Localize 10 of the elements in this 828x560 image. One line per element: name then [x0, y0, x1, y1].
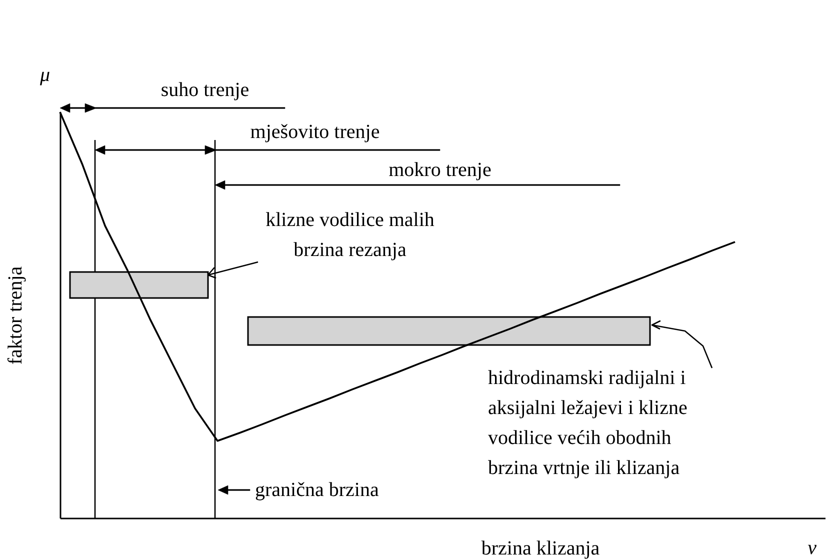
annotation: hidrodinamski radijalni i aksijalni ležajevi i klizne vodilice većih obodnih brzina vrtnje ili klizanja [488, 367, 688, 479]
annotation: granična brzina [255, 479, 379, 501]
x-axis-title: brzina klizanja [481, 538, 600, 560]
text: v [808, 537, 817, 559]
text: μ [38, 64, 50, 86]
text: suho trenje [160, 79, 250, 101]
annotation: mokro trenje [388, 159, 492, 181]
annotation: klizne vodilice malih brzina rezanja [266, 209, 434, 261]
y-axis-title: faktor trenja [4, 266, 26, 365]
annotation: mješovito trenje [250, 121, 380, 143]
